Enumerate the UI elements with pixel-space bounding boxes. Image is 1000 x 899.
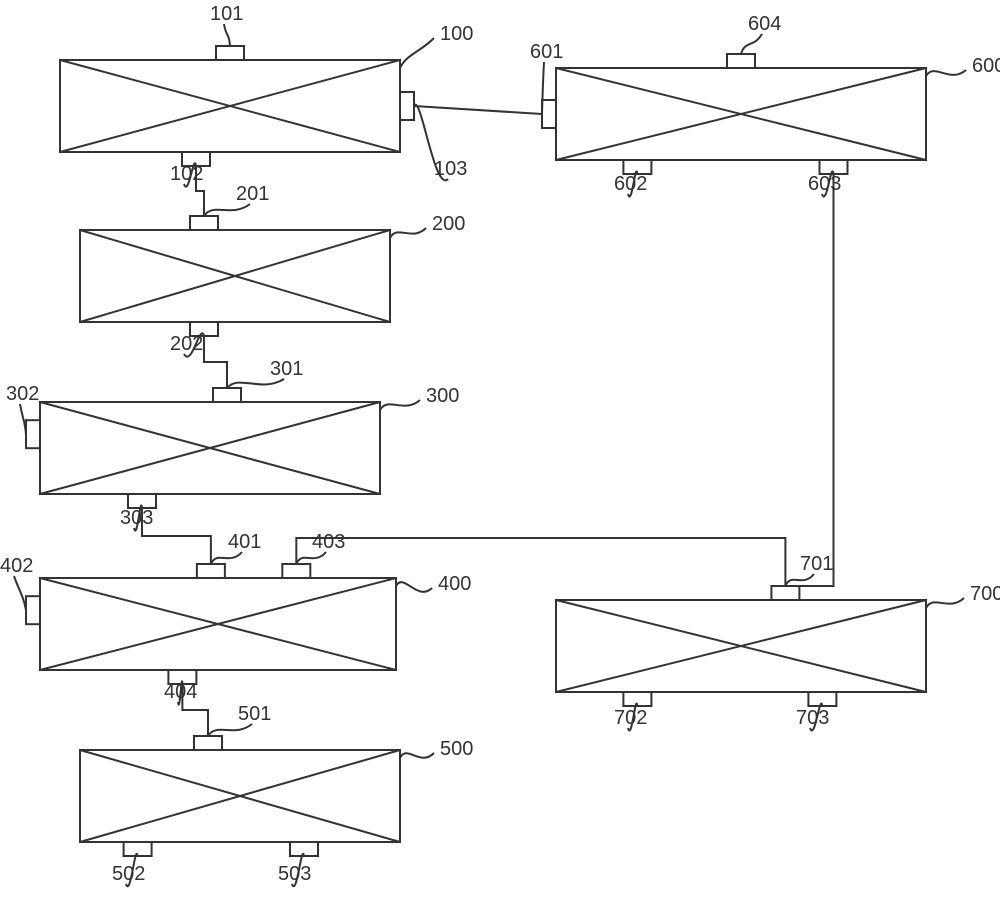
port-402 [26,596,40,624]
diagram-svg: 100 101 102 103 200 201 202 300 301 302 303 400 401 4… [0,0,1000,899]
block-label-500: 500 [440,738,473,760]
port-label-103: 103 [434,158,467,180]
port-103 [400,92,414,120]
diagram-root: 100 101 102 103 200 201 202 300 301 302 303 400 401 4… [0,0,1000,899]
port-label-302: 302 [6,383,39,405]
port-403 [282,564,310,578]
port-label-401: 401 [228,531,261,553]
port-label-701: 701 [800,553,833,575]
port-label-602: 602 [614,173,647,195]
block-label-700: 700 [970,583,1000,605]
port-label-202: 202 [170,333,203,355]
port-label-402: 402 [0,555,33,577]
port-301 [213,388,241,402]
port-501 [194,736,222,750]
block-label-300: 300 [426,385,459,407]
port-701 [771,586,799,600]
port-label-603: 603 [808,173,841,195]
port-label-101: 101 [210,3,243,25]
port-401 [197,564,225,578]
port-label-601: 601 [530,41,563,63]
port-label-102: 102 [170,163,203,185]
block-label-400: 400 [438,573,471,595]
port-label-404: 404 [164,681,197,703]
port-label-503: 503 [278,863,311,885]
port-label-301: 301 [270,358,303,380]
block-label-100: 100 [440,23,473,45]
port-302 [26,420,40,448]
port-label-201: 201 [236,183,269,205]
port-label-703: 703 [796,707,829,729]
port-601 [542,100,556,128]
port-label-501: 501 [238,703,271,725]
port-label-403: 403 [312,531,345,553]
port-label-604: 604 [748,13,781,35]
port-604 [727,54,755,68]
block-label-600: 600 [972,55,1000,77]
port-label-502: 502 [112,863,145,885]
port-label-702: 702 [614,707,647,729]
port-201 [190,216,218,230]
block-label-200: 200 [432,213,465,235]
port-label-303: 303 [120,507,153,529]
port-101 [216,46,244,60]
